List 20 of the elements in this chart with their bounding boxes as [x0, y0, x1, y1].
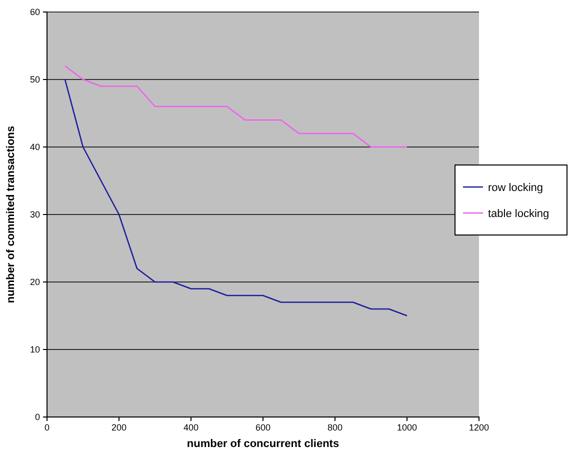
y-tick-label: 30 — [30, 209, 40, 220]
x-tick-label: 400 — [183, 422, 199, 432]
line-series — [64, 65, 408, 148]
x-tick-label: 1200 — [468, 422, 490, 432]
x-tick-label: 600 — [255, 422, 271, 432]
y-tick-label: 10 — [30, 344, 40, 354]
y-tick-label: 20 — [30, 276, 40, 287]
y-tick-label: 50 — [30, 74, 40, 84]
x-tick-label: 200 — [111, 422, 127, 432]
line-series — [64, 78, 408, 316]
y-tick-label: 0 — [34, 412, 40, 422]
y-tick-label: 60 — [30, 6, 40, 17]
y-tick-label: 40 — [30, 142, 40, 152]
x-tick-label: 1000 — [396, 422, 418, 432]
y-axis-title: number of commited transactions — [5, 126, 17, 304]
legend-label: row locking — [488, 182, 544, 194]
legend-label: table locking — [488, 208, 550, 220]
x-tick-label: 0 — [44, 422, 50, 432]
x-tick-label: 800 — [327, 422, 343, 432]
x-axis-title: number of concurrent clients — [186, 438, 340, 450]
